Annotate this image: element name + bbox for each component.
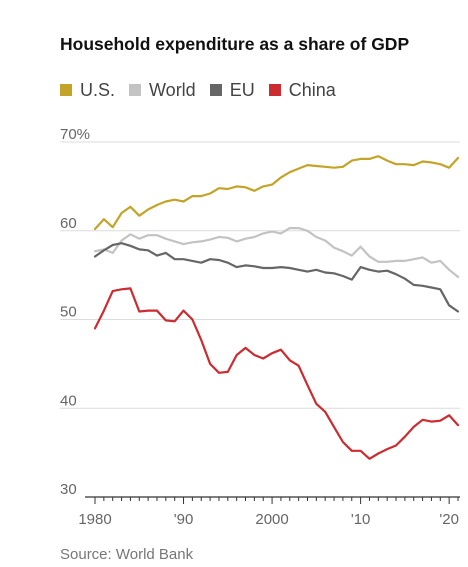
legend-swatch-eu — [209, 84, 222, 96]
y-tick-label-40: 40 — [60, 392, 77, 409]
legend-item-china: China — [268, 79, 336, 101]
x-axis: 1980 '90 2000 '10 '20 — [78, 496, 460, 528]
legend-item-eu: EU — [209, 79, 255, 101]
y-tick-label-70: 70% — [60, 126, 90, 143]
x-tick-label-1980: 1980 — [78, 511, 111, 528]
gridlines — [60, 141, 460, 409]
legend-swatch-us — [60, 84, 72, 96]
legend: U.S. World EU China — [60, 79, 350, 101]
x-tick-label-2000: 2000 — [255, 511, 288, 528]
series-lines — [93, 155, 460, 460]
source-note: Source: World Bank — [60, 546, 194, 563]
line-chart: 70% 60 50 40 30 1980 '90 2000 '10 '20 — [60, 126, 460, 528]
series-line-china — [93, 287, 460, 460]
series-line-world — [93, 227, 460, 278]
x-tick-label-2020: '20 — [439, 511, 459, 528]
y-tick-label-30: 30 — [60, 481, 77, 498]
chart-title: Household expenditure as a share of GDP — [60, 34, 410, 54]
y-tick-label-50: 50 — [60, 304, 77, 321]
legend-label-world: World — [149, 79, 196, 100]
legend-swatch-china — [268, 84, 281, 96]
y-axis-ticks: 70% 60 50 40 30 — [60, 126, 90, 498]
series-line-us — [93, 155, 460, 231]
legend-item-us: U.S. — [60, 80, 115, 101]
legend-label-us: U.S. — [80, 79, 116, 100]
legend-label-eu: EU — [229, 79, 255, 100]
legend-swatch-world — [129, 84, 142, 96]
y-tick-label-60: 60 — [60, 215, 77, 232]
x-tick-label-1990: '90 — [174, 511, 194, 528]
series-line-eu — [93, 242, 460, 313]
legend-label-china: China — [288, 79, 336, 100]
legend-item-world: World — [129, 80, 196, 101]
x-tick-label-2010: '10 — [351, 511, 371, 528]
